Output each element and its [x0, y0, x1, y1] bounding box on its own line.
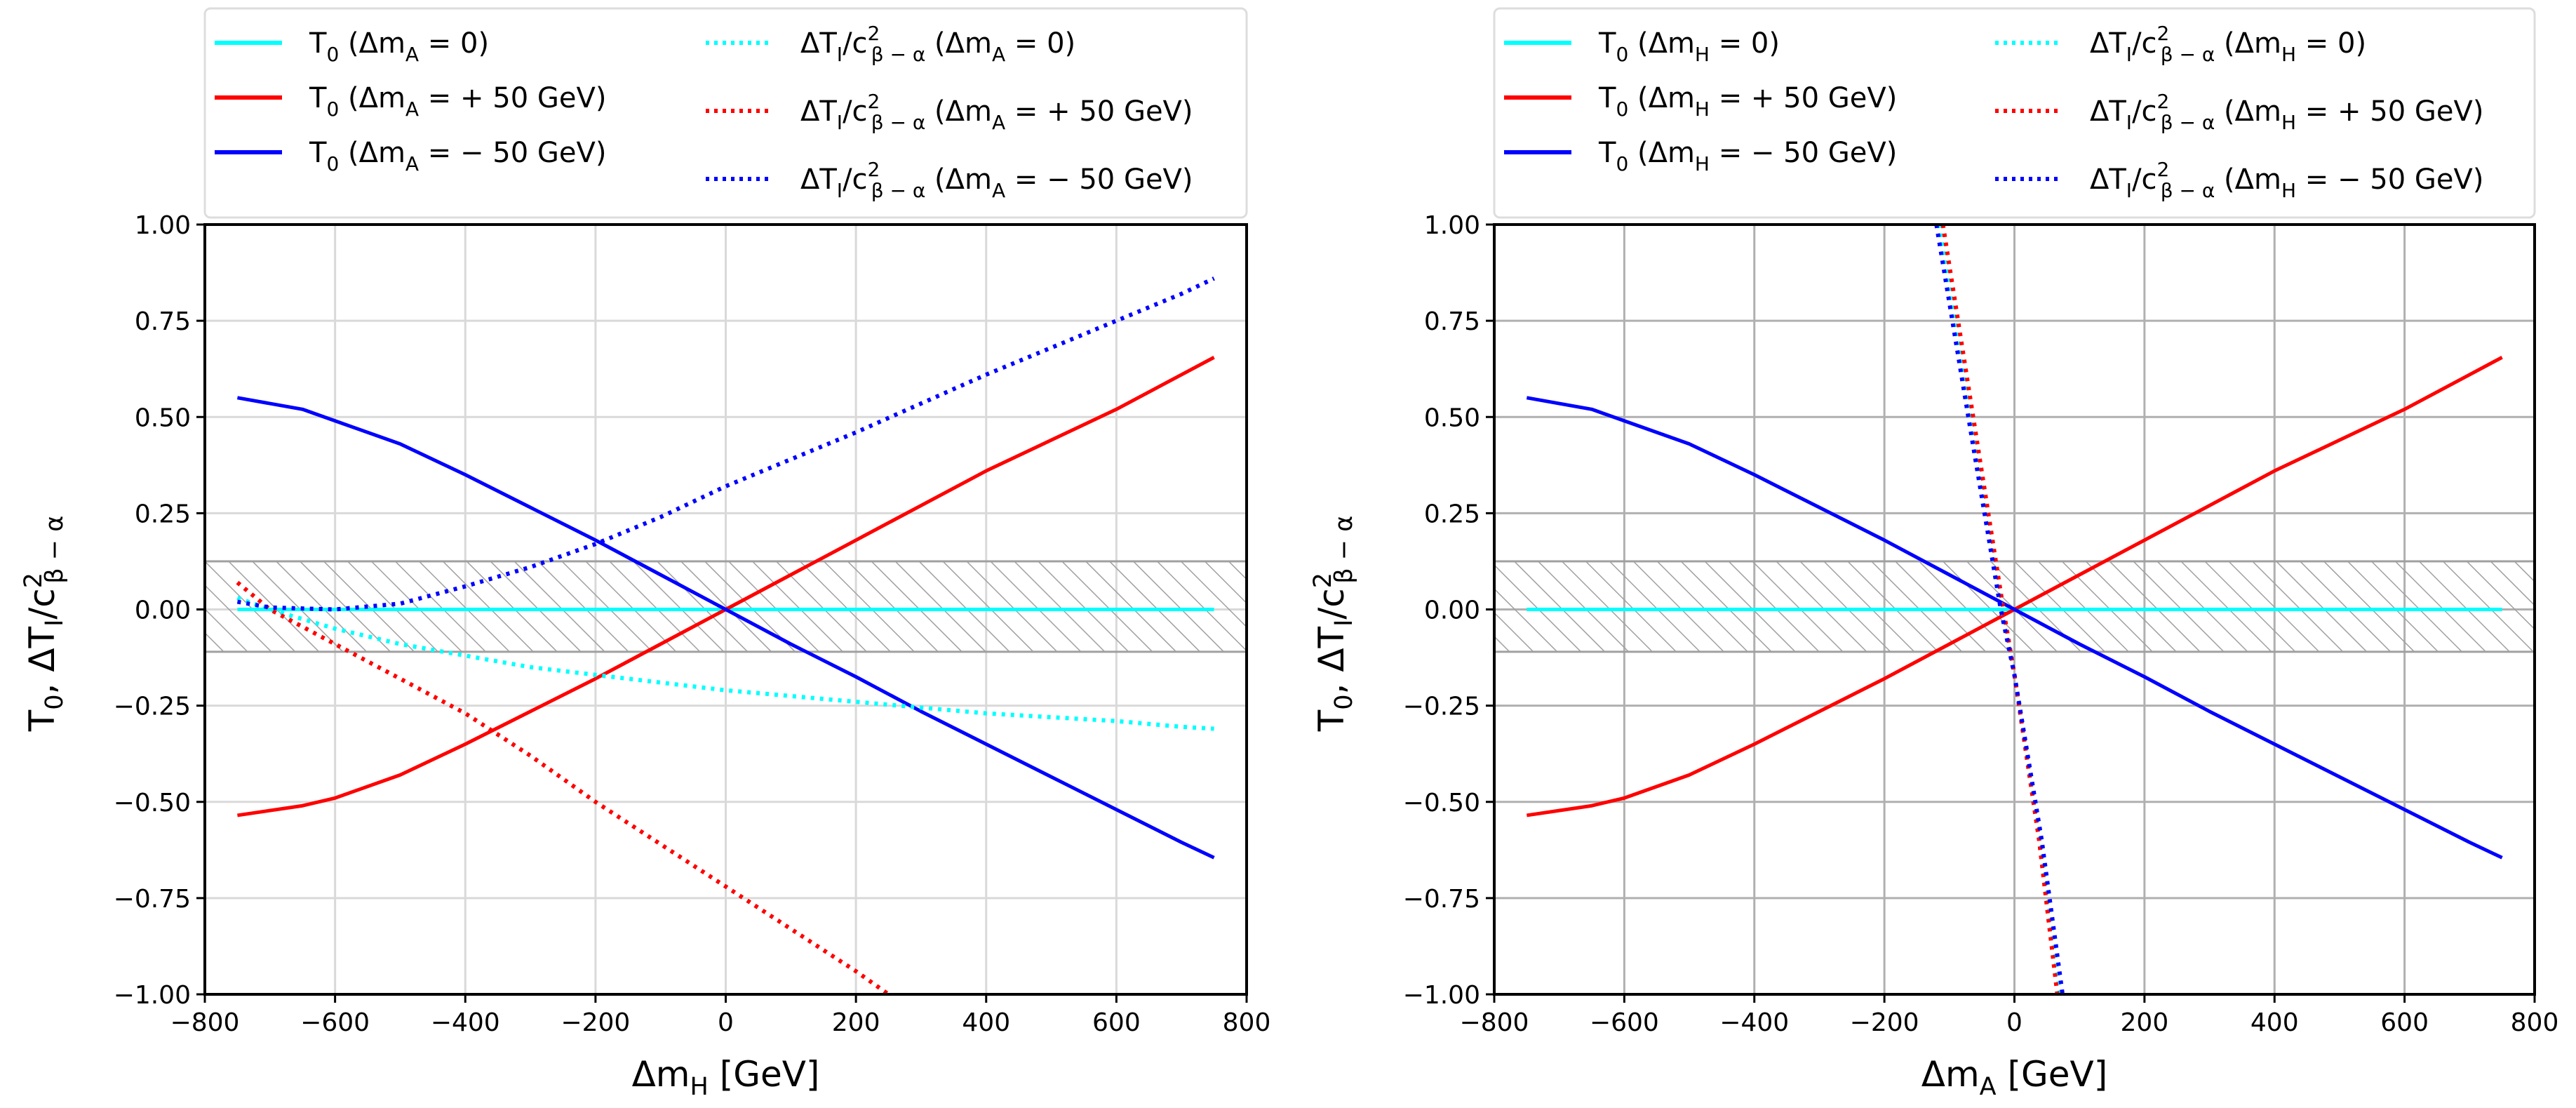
legend-item: T0 (ΔmH = + 50 GeV)	[1504, 82, 1897, 121]
x-tick-label: −600	[300, 1008, 370, 1037]
legend-item: T0 (ΔmH = − 50 GeV)	[1504, 137, 1897, 175]
series-line-2	[1526, 396, 2503, 860]
x-tick-label: 400	[962, 1008, 1010, 1037]
y-tick-label: 0.00	[1424, 596, 1480, 625]
x-tick-label: 800	[1223, 1008, 1271, 1037]
y-tick-label: −0.75	[114, 885, 191, 914]
x-tick-label: 600	[1092, 1008, 1141, 1037]
x-tick-label: 600	[2380, 1008, 2429, 1037]
series-line-5	[1934, 225, 2065, 994]
y-tick-label: 0.75	[135, 307, 191, 336]
y-tick-label: −0.25	[114, 693, 191, 721]
legend: T0 (ΔmA = 0) T0 (ΔmA = + 50 GeV) T0 (ΔmA =…	[203, 7, 1248, 219]
constraint-band	[1493, 560, 2536, 653]
legend-item: T0 (ΔmA = − 50 GeV)	[215, 137, 606, 175]
y-tick-label: −0.75	[1403, 885, 1480, 914]
legend-label: T0 (ΔmH = − 50 GeV)	[1598, 137, 1897, 175]
legend-item: T0 (ΔmA = 0)	[215, 27, 489, 66]
legend-label: T0 (ΔmA = − 50 GeV)	[309, 137, 606, 175]
y-axis-label: T0, ΔTI/c2β − α	[1309, 516, 1358, 733]
y-tick-label: −0.25	[1403, 693, 1480, 721]
y-tick-label: −0.50	[1403, 789, 1480, 817]
legend-label: T0 (ΔmH = + 50 GeV)	[1598, 82, 1897, 121]
legend-item: T0 (ΔmA = + 50 GeV)	[215, 82, 606, 121]
legend-label: ΔTI/c2 β − α (ΔmA = − 50 GeV)	[800, 158, 1193, 202]
y-tick-label: 1.00	[135, 211, 191, 240]
x-tick-label: −200	[561, 1008, 630, 1037]
y-tick-label: 0.50	[1424, 403, 1480, 432]
legend: T0 (ΔmH = 0) T0 (ΔmH = + 50 GeV) T0 (ΔmH =…	[1493, 7, 2536, 219]
x-axis-label: ΔmH [GeV]	[632, 1054, 820, 1101]
legend-label: T0 (ΔmA = + 50 GeV)	[309, 82, 606, 121]
legend-label: T0 (ΔmH = 0)	[1598, 27, 1780, 66]
x-axis-label: ΔmA [GeV]	[1921, 1054, 2108, 1101]
x-tick-label: 200	[2121, 1008, 2169, 1037]
x-tick-label: 800	[2511, 1008, 2559, 1037]
y-tick-label: 0.00	[135, 596, 191, 625]
y-axis-label: T0, ΔTI/c2β − α	[20, 516, 69, 733]
y-tick-label: 0.25	[135, 500, 191, 528]
y-tick-label: 0.75	[1424, 307, 1480, 336]
series-line-5	[236, 276, 1215, 612]
series-line-4	[236, 580, 890, 994]
y-tick-label: 0.25	[1424, 500, 1480, 528]
y-tick-label: −0.50	[114, 789, 191, 817]
legend-label: ΔTI/c2 β − α (ΔmA = + 50 GeV)	[800, 90, 1193, 134]
x-tick-label: −400	[1719, 1008, 1789, 1037]
series-line-4	[1940, 225, 2060, 994]
x-tick-label: 200	[832, 1008, 880, 1037]
legend-item: ΔTI/c2 β − α (ΔmA = + 50 GeV)	[706, 90, 1193, 134]
legend-label: ΔTI/c2 β − α (ΔmA = 0)	[800, 22, 1075, 66]
legend-label: ΔTI/c2 β − α (ΔmH = − 50 GeV)	[2090, 158, 2483, 202]
x-tick-label: −800	[170, 1008, 240, 1037]
legend-label: ΔTI/c2 β − α (ΔmH = + 50 GeV)	[2090, 90, 2483, 134]
series-line-3	[236, 596, 1214, 731]
y-tick-label: 1.00	[1424, 211, 1480, 240]
constraint-band	[203, 560, 1248, 653]
legend-item: ΔTI/c2 β − α (ΔmH = − 50 GeV)	[1995, 158, 2483, 202]
legend-item: ΔTI/c2 β − α (ΔmH = 0)	[1995, 22, 2366, 66]
x-tick-label: 400	[2250, 1008, 2299, 1037]
right-panel: −800 −600 −400 −200 0 200 400 600 800 −1.00 −0.75 −…	[1309, 7, 2559, 1101]
x-tick-label: −600	[1590, 1008, 1659, 1037]
legend-label: T0 (ΔmA = 0)	[309, 27, 489, 66]
x-tick-label: −400	[431, 1008, 500, 1037]
left-panel: −800 −600 −400 −200 0 200 400 600 800 −1.00 −0.75 −…	[20, 7, 1271, 1101]
y-tick-label: −1.00	[1403, 981, 1480, 1010]
legend-item: ΔTI/c2 β − α (ΔmA = 0)	[706, 22, 1075, 66]
legend-item: T0 (ΔmH = 0)	[1504, 27, 1780, 66]
x-tick-label: −200	[1850, 1008, 1919, 1037]
x-tick-label: 0	[718, 1008, 734, 1037]
x-tick-label: −800	[1460, 1008, 1529, 1037]
series-line-2	[236, 396, 1215, 860]
legend-item: ΔTI/c2 β − α (ΔmH = + 50 GeV)	[1995, 90, 2483, 134]
x-tick-label: 0	[2006, 1008, 2022, 1037]
y-tick-label: 0.50	[135, 403, 191, 432]
legend-item: ΔTI/c2 β − α (ΔmA = − 50 GeV)	[706, 158, 1193, 202]
legend-label: ΔTI/c2 β − α (ΔmH = 0)	[2090, 22, 2366, 66]
y-tick-label: −1.00	[114, 981, 191, 1010]
